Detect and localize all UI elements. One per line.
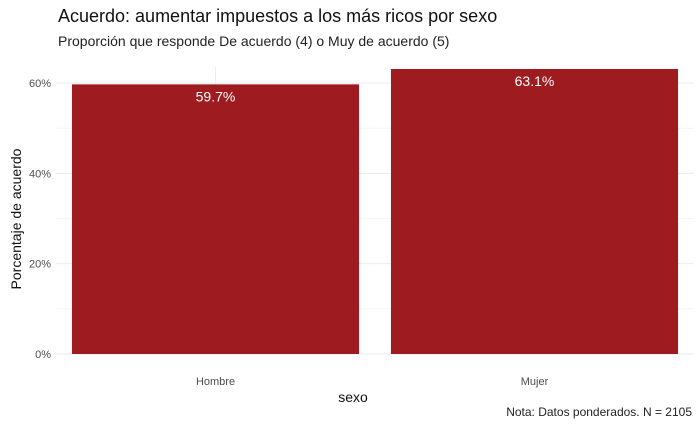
bar-value-label: 63.1% <box>515 73 555 89</box>
bar-mujer <box>390 69 679 354</box>
y-tick-label: 40% <box>29 168 51 180</box>
x-tick-label: Mujer <box>521 376 549 388</box>
y-tick-label: 60% <box>29 78 51 90</box>
chart-caption: Nota: Datos ponderados. N = 2105 <box>506 405 692 419</box>
chart-title: Acuerdo: aumentar impuestos a los más ri… <box>58 6 498 26</box>
x-tick-label: Hombre <box>196 376 235 388</box>
bar-value-label: 59.7% <box>196 88 236 104</box>
x-axis-label: sexo <box>338 389 368 405</box>
y-tick-label: 20% <box>29 259 51 271</box>
y-axis-label: Porcentaje de acuerdo <box>8 148 24 290</box>
chart-subtitle: Proporción que responde De acuerdo (4) o… <box>58 33 450 49</box>
bar-hombre <box>71 84 360 355</box>
y-tick-label: 0% <box>35 349 51 361</box>
